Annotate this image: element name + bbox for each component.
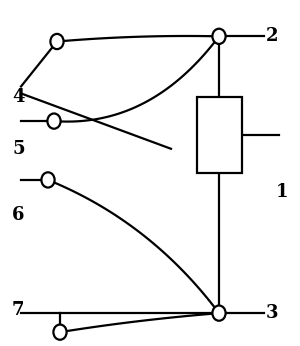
- Text: 1: 1: [276, 183, 289, 201]
- Text: 3: 3: [266, 304, 278, 322]
- Text: 6: 6: [12, 206, 25, 224]
- Bar: [196, 97, 242, 173]
- Circle shape: [47, 113, 61, 129]
- Circle shape: [53, 325, 67, 340]
- Circle shape: [212, 29, 226, 44]
- Text: 2: 2: [266, 27, 278, 45]
- Circle shape: [41, 172, 55, 188]
- Text: 5: 5: [12, 140, 25, 158]
- Circle shape: [212, 306, 226, 321]
- Circle shape: [50, 34, 64, 49]
- Text: 7: 7: [12, 301, 25, 319]
- Text: 4: 4: [12, 88, 25, 106]
